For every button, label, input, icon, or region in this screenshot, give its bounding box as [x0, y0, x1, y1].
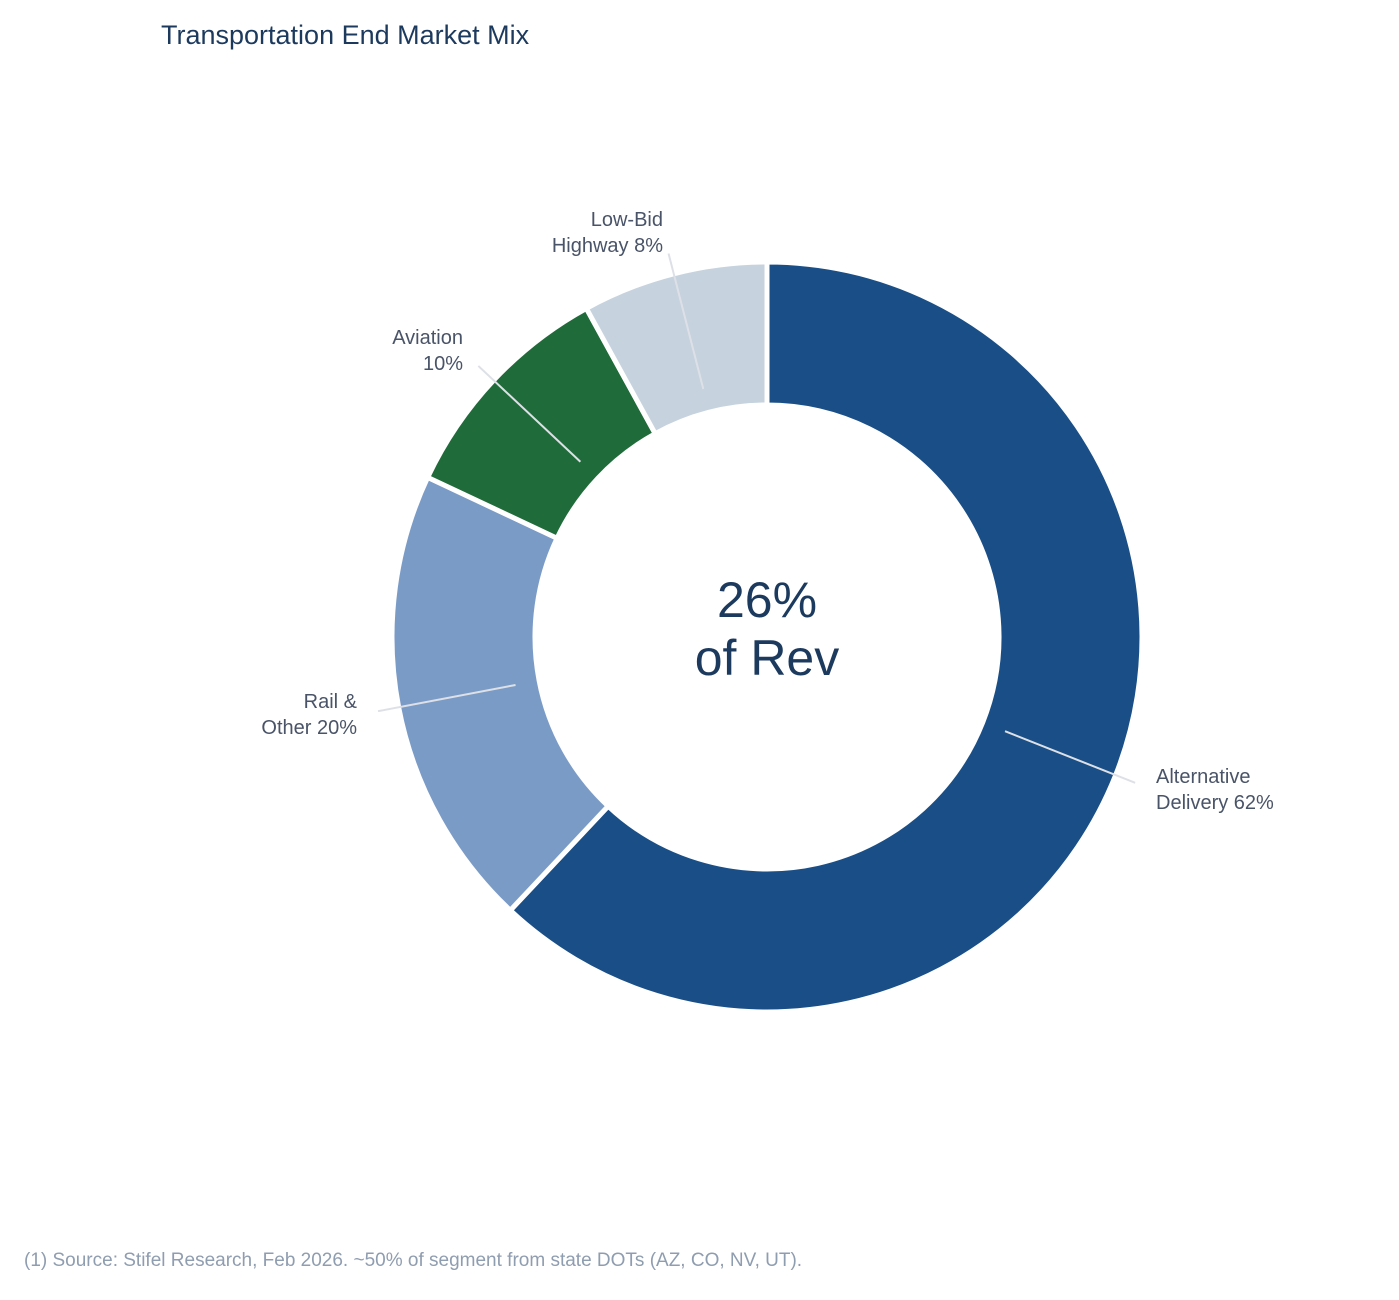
- slice-3: [582, 259, 770, 438]
- center-label: of Rev: [695, 630, 840, 686]
- center-label: 26%: [717, 572, 817, 628]
- slice-label-3: Low-Bid: [591, 209, 663, 231]
- slice-1: [389, 474, 612, 914]
- slice-label-1: Rail &: [304, 691, 358, 713]
- leader-line-2: [477, 365, 582, 463]
- slice-label-0: Alternative: [1156, 766, 1251, 788]
- slice-label-1: Other 20%: [261, 717, 357, 739]
- slice-0: [506, 259, 1145, 1015]
- leader-line-3: [667, 253, 705, 390]
- slice-label-0: Delivery 62%: [1156, 792, 1274, 814]
- slice-label-2: 10%: [423, 353, 463, 375]
- slice-label-3: Highway 8%: [552, 235, 663, 257]
- footnote: (1) Source: Stifel Research, Feb 2026. ~…: [24, 1250, 803, 1271]
- leader-line-1: [377, 683, 516, 713]
- leader-line-0: [1004, 730, 1136, 784]
- chart-title: Transportation End Market Mix: [161, 20, 530, 50]
- slice-label-2: Aviation: [392, 327, 463, 349]
